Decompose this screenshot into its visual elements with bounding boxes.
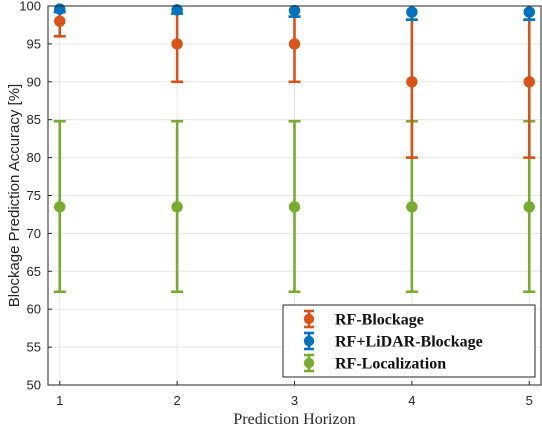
x-tick-label: 2 (174, 393, 181, 408)
y-tick-label: 80 (27, 150, 41, 165)
y-tick-label: 90 (27, 74, 41, 89)
series-rf-localization (53, 119, 536, 294)
data-point (406, 201, 418, 213)
data-point (406, 76, 418, 88)
y-tick-label: 95 (27, 36, 41, 51)
legend-label: RF+LiDAR-Blockage (335, 334, 483, 351)
y-tick-label: 70 (27, 226, 41, 241)
data-point (523, 76, 535, 88)
data-point (54, 15, 66, 27)
data-point (288, 4, 301, 17)
series-layer (53, 3, 536, 294)
data-point (171, 4, 183, 16)
legend-entry: RF-Blockage (303, 309, 424, 329)
x-tick-label: 5 (526, 393, 533, 408)
data-point (523, 6, 535, 18)
y-tick-label: 65 (27, 264, 41, 279)
y-tick-label: 55 (27, 340, 41, 355)
legend-marker (303, 357, 315, 369)
series-rf-blockage (53, 6, 536, 159)
legend-marker (303, 313, 315, 325)
legend-entry: RF+LiDAR-Blockage (303, 331, 483, 351)
y-tick-label: 85 (27, 112, 41, 127)
legend-entry: RF-Localization (303, 353, 446, 373)
x-tick-label: 1 (56, 393, 63, 408)
x-tick-label: 4 (408, 393, 415, 408)
data-point (406, 6, 418, 18)
ticks: 50 55 60 65 70 75 80 85 90 95 100 1 2 3 4 5 (19, 0, 533, 408)
legend-marker (303, 335, 315, 347)
data-point (288, 201, 301, 213)
data-point (54, 3, 66, 15)
y-tick-label: 60 (27, 302, 41, 317)
legend-label: RF-Localization (335, 356, 446, 373)
x-tick-label: 3 (291, 393, 298, 408)
legend-box (282, 304, 536, 378)
data-point (171, 201, 183, 213)
y-axis-label: Blockage Prediction Accuracy [%] (6, 84, 23, 307)
data-point (523, 201, 535, 213)
data-point (288, 38, 301, 50)
legend-label: RF-Blockage (335, 312, 424, 329)
y-tick-label: 75 (27, 188, 41, 203)
data-point (54, 201, 66, 213)
y-tick-label: 100 (19, 0, 41, 14)
x-axis-label: Prediction Horizon (233, 411, 355, 428)
legend: RF-Blockage RF+LiDAR-Blockage RF-Localizat… (282, 304, 536, 378)
data-point (171, 38, 183, 50)
series-rf-lidar-blockage (53, 3, 536, 21)
y-tick-label: 50 (27, 378, 41, 393)
